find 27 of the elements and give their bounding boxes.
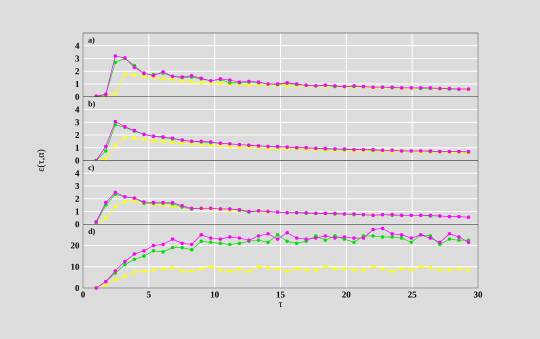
y-tick-label: 2 — [75, 196, 80, 202]
x-tick-label: 15 — [276, 292, 285, 298]
y-axis-title: ε(τ,α) — [36, 150, 46, 172]
y-tick-label: 3 — [75, 182, 80, 190]
y-tick-label: 3 — [75, 55, 80, 62]
x-tick-label: 25 — [408, 292, 416, 298]
x-tick-label: 0 — [81, 292, 85, 298]
y-tick-label: 0 — [75, 157, 80, 164]
y-tick-label: 4 — [75, 42, 80, 49]
y-tick-label: 4 — [75, 170, 80, 176]
y-tick-label: 4 — [75, 106, 80, 112]
y-tick-label: 20 — [70, 242, 80, 249]
x-axis-title: τ — [278, 302, 282, 308]
x-tick-label: 30 — [474, 292, 482, 298]
y-tick-label: 1 — [76, 81, 80, 87]
x-tick-label: 5 — [146, 292, 151, 298]
y-tick-label: 0 — [75, 284, 80, 292]
y-tick-label: 2 — [75, 132, 80, 138]
y-tick-label: 0 — [75, 94, 80, 100]
x-tick-label: 20 — [342, 292, 350, 298]
y-tick-label: 1 — [76, 144, 80, 151]
y-tick-label: 3 — [75, 119, 80, 126]
y-tick-label: 10 — [71, 264, 80, 270]
y-tick-label: 2 — [75, 68, 80, 74]
x-tick-label: 10 — [210, 292, 219, 298]
y-tick-label: 0 — [75, 221, 80, 228]
y-tick-label: 1 — [76, 208, 80, 214]
